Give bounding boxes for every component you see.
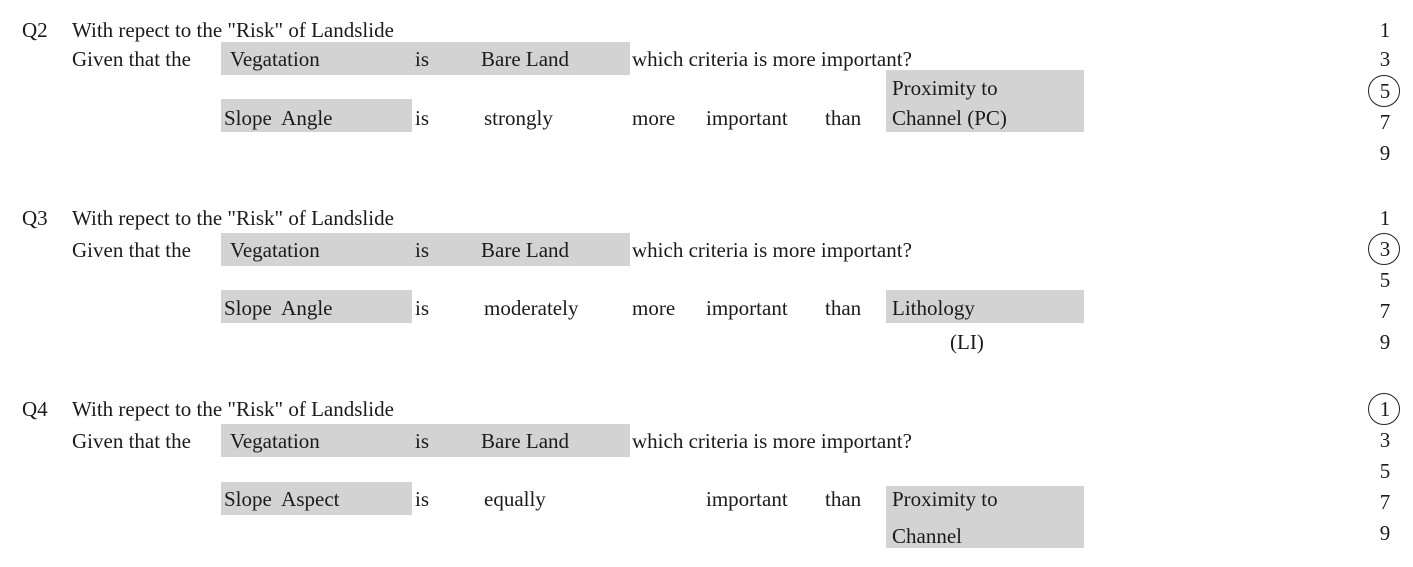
important-word: important: [706, 296, 788, 320]
given-criterion: Vegatation: [230, 47, 320, 71]
given-is: is: [415, 238, 430, 262]
given-suffix: which criteria is more important?: [632, 47, 912, 71]
given-prefix: Given that the: [72, 238, 191, 262]
question-id: Q4: [22, 397, 48, 421]
scale-value-3: 3: [1379, 47, 1391, 71]
question-id: Q3: [22, 206, 48, 230]
right-criterion-line-2: Channel: [892, 524, 962, 548]
scale-value-7: 7: [1379, 110, 1391, 134]
right-criterion-box: [886, 486, 1084, 548]
given-criterion-box: [221, 233, 630, 266]
right-criterion-line-2: (LI): [950, 330, 984, 354]
scale-value-9: 9: [1379, 330, 1391, 354]
left-criterion: Slope Angle: [224, 106, 333, 130]
question-id: Q2: [22, 18, 48, 42]
left-criterion-box: [221, 99, 412, 132]
given-is: is: [415, 429, 430, 453]
scale-value-3: 3: [1379, 428, 1391, 452]
question-block-q3: Q3 With repect to the "Risk" of Landslid…: [0, 0, 1413, 354]
is-word: is: [415, 106, 430, 130]
more-word: more: [632, 296, 676, 320]
selected-circle-icon: [1368, 393, 1400, 425]
scale-value-1: 1: [1379, 18, 1391, 42]
right-criterion-line-2: Channel (PC): [892, 106, 1007, 130]
is-word: is: [415, 296, 430, 320]
given-criterion: Vegatation: [230, 238, 320, 262]
is-word: is: [415, 487, 430, 511]
right-criterion-line-1: Proximity to: [892, 76, 998, 100]
scale-value-1: 1: [1379, 397, 1391, 421]
selected-circle-icon: [1368, 233, 1400, 265]
important-word: important: [706, 106, 788, 130]
question-block-q4: Q4 With repect to the "Risk" of Landslid…: [0, 0, 1413, 548]
scale-value-7: 7: [1379, 299, 1391, 323]
right-criterion-line-1: Proximity to: [892, 487, 998, 511]
given-criterion: Vegatation: [230, 429, 320, 453]
given-value: Bare Land: [481, 47, 570, 71]
right-criterion-box: [886, 290, 1084, 323]
selected-circle-icon: [1368, 75, 1400, 107]
left-criterion: Slope Angle: [224, 296, 333, 320]
given-suffix: which criteria is more important?: [632, 238, 912, 262]
right-criterion-box: [886, 70, 1084, 132]
than-word: than: [825, 487, 862, 511]
left-criterion-box: [221, 290, 412, 323]
given-suffix: which criteria is more important?: [632, 429, 912, 453]
left-criterion-box: [221, 482, 412, 515]
question-header: With repect to the "Risk" of Landslide: [72, 18, 394, 42]
scale-value-7: 7: [1379, 490, 1391, 514]
scale-value-1: 1: [1379, 206, 1391, 230]
question-block-q2: Q2 With repect to the "Risk" of Landslid…: [0, 0, 1413, 190]
intensity-word: equally: [484, 487, 546, 511]
more-word: more: [632, 106, 676, 130]
given-criterion-box: [221, 424, 630, 457]
question-header: With repect to the "Risk" of Landslide: [72, 397, 394, 421]
scale-value-3: 3: [1379, 237, 1391, 261]
given-value: Bare Land: [481, 238, 570, 262]
scale-value-9: 9: [1379, 141, 1391, 165]
given-prefix: Given that the: [72, 47, 191, 71]
given-criterion-box: [221, 42, 630, 75]
question-header: With repect to the "Risk" of Landslide: [72, 206, 394, 230]
right-criterion-line-1: Lithology: [892, 296, 975, 320]
than-word: than: [825, 296, 862, 320]
than-word: than: [825, 106, 862, 130]
intensity-word: strongly: [484, 106, 553, 130]
scale-value-9: 9: [1379, 521, 1391, 545]
left-criterion: Slope Aspect: [224, 487, 340, 511]
scale-value-5: 5: [1379, 268, 1391, 292]
scale-value-5: 5: [1379, 79, 1391, 103]
given-prefix: Given that the: [72, 429, 191, 453]
intensity-word: moderately: [484, 296, 579, 320]
important-word: important: [706, 487, 788, 511]
given-is: is: [415, 47, 430, 71]
scale-value-5: 5: [1379, 459, 1391, 483]
given-value: Bare Land: [481, 429, 570, 453]
